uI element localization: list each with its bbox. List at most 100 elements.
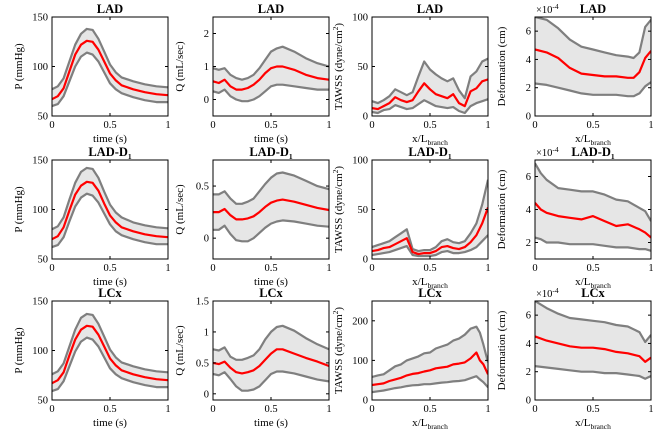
confidence-band bbox=[372, 179, 488, 256]
chart-title: LCx bbox=[418, 286, 442, 300]
series-upper-line bbox=[535, 17, 651, 60]
series-upper-line bbox=[372, 325, 488, 379]
confidence-band bbox=[535, 163, 651, 251]
x-axis-label: time (s) bbox=[93, 276, 127, 288]
series-lower-line bbox=[52, 51, 168, 108]
y-tick-label: 0 bbox=[204, 234, 209, 245]
x-tick-label: 0 bbox=[532, 263, 537, 274]
confidence-band bbox=[213, 172, 329, 242]
series-lower-line bbox=[372, 98, 488, 115]
series-lower-line bbox=[213, 370, 329, 392]
y-tick-label: 2 bbox=[526, 238, 531, 249]
series-lower-line bbox=[213, 83, 329, 103]
chart-title: LAD-D1 bbox=[408, 145, 452, 161]
series-upper-line bbox=[52, 27, 168, 91]
x-axis-label: time (s) bbox=[254, 417, 288, 429]
x-tick-label: 0 bbox=[210, 263, 215, 274]
y-tick-label: 100 bbox=[32, 205, 48, 216]
chart-panel-t-lcx: 0 0.5 1 0 100 200 LCx x/Lbranch TAWSS (dyne/cm2) bbox=[331, 286, 491, 431]
x-axis-label: time (s) bbox=[93, 417, 127, 429]
y-axis-label-close: ) bbox=[333, 166, 345, 170]
x-tick-label: 0.5 bbox=[586, 263, 599, 274]
x-axis-label: time (s) bbox=[254, 276, 288, 288]
y-tick-label: 2 bbox=[204, 29, 209, 40]
x-tick-label: 1 bbox=[326, 263, 331, 274]
y-tick-label: 1.5 bbox=[196, 297, 209, 308]
x-axis-label: x/Lbranch bbox=[575, 417, 611, 431]
chart-title: LAD-D1 bbox=[571, 145, 615, 161]
series-upper-line bbox=[372, 57, 488, 105]
y-tick-label: 50 bbox=[38, 396, 49, 407]
series-lower-line bbox=[535, 236, 651, 252]
confidence-band bbox=[52, 313, 168, 392]
y-axis-label-superscript: 2 bbox=[331, 169, 340, 173]
chart-title: LAD-D1 bbox=[249, 145, 293, 161]
y-axis-label: Deformation (cm) bbox=[496, 26, 508, 106]
series-mean-line bbox=[535, 202, 651, 239]
series-lower-line bbox=[535, 365, 651, 380]
series-upper-line bbox=[52, 312, 168, 376]
x-tick-label: 1 bbox=[485, 120, 490, 131]
y-tick-label: 50 bbox=[358, 205, 369, 216]
chart-title: LAD bbox=[97, 2, 123, 16]
x-axis-label-subscript: branch bbox=[590, 138, 611, 147]
x-tick-label: 0.5 bbox=[264, 404, 277, 415]
series-mean-line bbox=[52, 180, 168, 241]
axis-exponent: ×10-4 bbox=[536, 2, 559, 16]
y-tick-label: 100 bbox=[352, 356, 368, 367]
y-tick-label: 6 bbox=[526, 172, 531, 183]
x-tick-label: 0.5 bbox=[264, 120, 277, 131]
series-mean-line bbox=[213, 348, 329, 375]
chart-title: LCx bbox=[98, 286, 122, 300]
y-tick-label: 0 bbox=[363, 112, 368, 123]
x-axis-label-subscript: branch bbox=[427, 138, 448, 147]
series-mean-line bbox=[213, 65, 329, 91]
chart-panel-q-d1: 0 0.5 1 0 0.5 LAD-D1 time (s) Q (mL/sec) bbox=[174, 145, 332, 288]
x-tick-label: 1 bbox=[485, 404, 490, 415]
y-tick-label: 50 bbox=[38, 112, 49, 123]
x-tick-label: 0 bbox=[369, 120, 374, 131]
y-tick-label: 0.5 bbox=[196, 358, 209, 369]
series-mean-line bbox=[535, 48, 651, 79]
series-upper-line bbox=[213, 45, 329, 81]
y-tick-label: 100 bbox=[352, 13, 368, 24]
x-tick-label: 0 bbox=[210, 404, 215, 415]
y-tick-label: 4 bbox=[526, 339, 532, 350]
chart-title: LAD bbox=[258, 2, 284, 16]
x-tick-label: 0.5 bbox=[423, 120, 436, 131]
x-tick-label: 1 bbox=[165, 120, 170, 131]
chart-title: LAD bbox=[417, 2, 443, 16]
axis-exponent-power: -4 bbox=[552, 2, 558, 11]
chart-panel-q-lcx: 0 0.5 1 0 0.5 1 1.5 LCx time (s) Q (mL/sec) bbox=[174, 286, 332, 429]
x-axis-label: time (s) bbox=[93, 133, 127, 145]
chart-title-subscript: 1 bbox=[611, 152, 615, 161]
confidence-band bbox=[213, 325, 329, 391]
chart-title-subscript: 1 bbox=[128, 152, 132, 161]
x-axis-label-subscript: branch bbox=[427, 281, 448, 290]
x-axis-label-subscript: branch bbox=[590, 422, 611, 431]
confidence-band bbox=[213, 46, 329, 102]
series-upper-line bbox=[372, 179, 488, 253]
x-tick-label: 1 bbox=[485, 263, 490, 274]
chart-panel-q-lad: 0 0.5 1 0 1 2 LAD time (s) Q (mL/sec) bbox=[174, 2, 332, 145]
x-tick-label: 0.5 bbox=[423, 404, 436, 415]
x-tick-label: 0 bbox=[49, 404, 54, 415]
confidence-band bbox=[372, 326, 488, 393]
y-axis-label-close: ) bbox=[333, 307, 345, 311]
series-upper-line bbox=[213, 171, 329, 205]
y-tick-label: 0 bbox=[526, 112, 531, 123]
chart-title-subscript: 1 bbox=[289, 152, 293, 161]
y-tick-label: 0 bbox=[363, 396, 368, 407]
confidence-band bbox=[52, 28, 168, 107]
series-mean-line bbox=[52, 324, 168, 385]
series-lower-line bbox=[52, 336, 168, 393]
series-mean-line bbox=[213, 198, 329, 221]
axis-exponent: ×10-4 bbox=[536, 145, 559, 159]
